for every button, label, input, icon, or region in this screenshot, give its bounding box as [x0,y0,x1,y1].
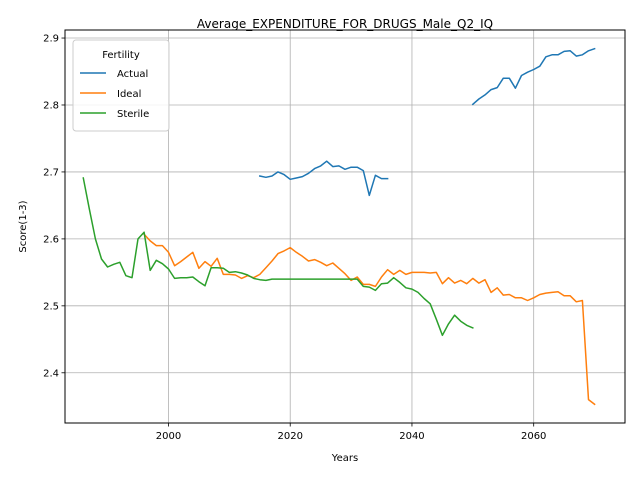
series-line-sterile [82,177,474,337]
x-tick-label: 2060 [521,431,546,442]
series-lines [82,47,596,406]
y-axis-ticks: 2.4 2.5 2.6 2.7 2.8 2.9 [43,34,65,379]
y-tick-label: 2.5 [43,301,59,312]
plot-area-frame [64,29,626,424]
x-axis-ticks: 2000 2020 2040 2060 [156,423,546,442]
legend-label-ideal: Ideal [117,89,141,100]
series-line-actual [258,47,596,197]
y-tick-label: 2.6 [43,234,59,245]
y-tick-label: 2.8 [43,100,59,111]
legend-entries: Actual Ideal Sterile [80,69,149,120]
chart-title: Average_EXPENDITURE_FOR_DRUGS_Male_Q2_IQ [197,17,493,31]
x-axis-label: Years [331,453,358,464]
x-tick-label: 2000 [156,431,181,442]
legend-label-sterile: Sterile [117,109,149,120]
legend-title: Fertility [102,50,140,61]
series-line-ideal [143,233,596,406]
y-axis-label: Score(1-3) [18,200,29,252]
x-tick-label: 2020 [277,431,302,442]
legend: Fertility Actual Ideal Sterile [72,39,170,132]
x-tick-label: 2040 [399,431,424,442]
y-tick-label: 2.9 [43,34,59,45]
y-tick-label: 2.4 [43,368,59,379]
legend-box [72,39,170,132]
legend-label-actual: Actual [117,69,148,80]
y-tick-label: 2.7 [43,167,59,178]
